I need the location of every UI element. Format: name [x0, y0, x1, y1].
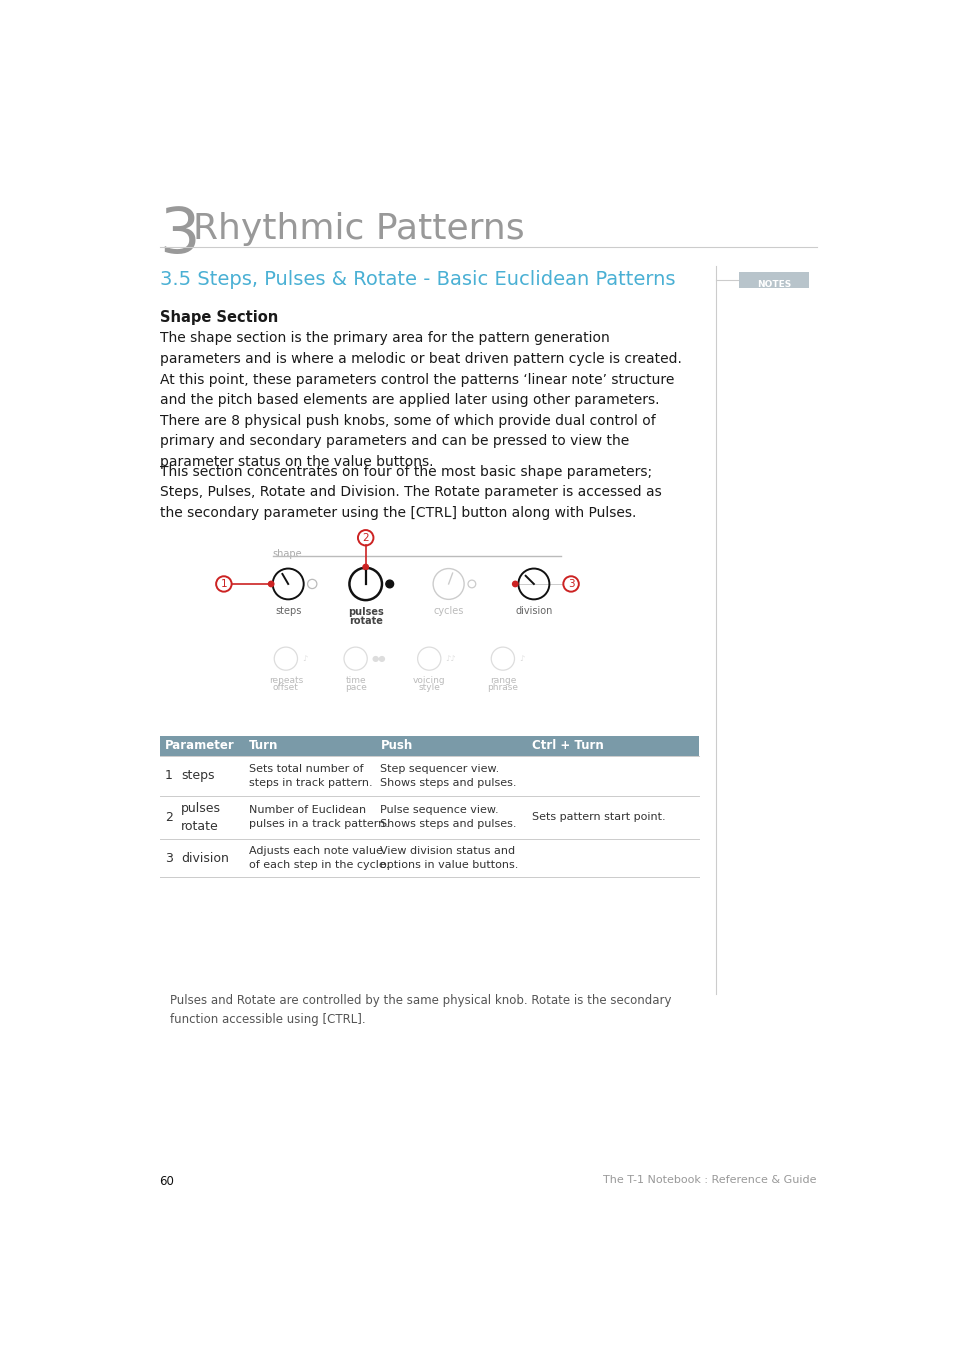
- Text: pace: pace: [344, 683, 366, 693]
- Text: Parameter: Parameter: [165, 740, 234, 752]
- Text: 2: 2: [165, 811, 172, 824]
- Text: 3: 3: [165, 852, 172, 864]
- Text: shape: shape: [273, 548, 302, 559]
- Text: 3: 3: [567, 579, 574, 589]
- Text: pulses
rotate: pulses rotate: [181, 802, 221, 833]
- Text: pulses: pulses: [348, 608, 383, 617]
- Text: The T-1 Notebook : Reference & Guide: The T-1 Notebook : Reference & Guide: [602, 1174, 816, 1184]
- Text: Pulses and Rotate are controlled by the same physical knob. Rotate is the second: Pulses and Rotate are controlled by the …: [170, 994, 670, 1026]
- Text: ♪: ♪: [518, 655, 524, 663]
- Text: 1: 1: [220, 579, 227, 589]
- Text: 1: 1: [165, 769, 172, 782]
- Circle shape: [268, 582, 274, 587]
- Text: steps: steps: [181, 769, 214, 782]
- Text: 3: 3: [159, 204, 200, 266]
- Text: Pulse sequence view.
Shows steps and pulses.: Pulse sequence view. Shows steps and pul…: [380, 805, 517, 829]
- Text: steps: steps: [274, 606, 301, 616]
- Text: division: division: [181, 852, 229, 864]
- Text: Sets total number of
steps in track pattern.: Sets total number of steps in track patt…: [249, 764, 372, 787]
- Text: Push: Push: [380, 740, 413, 752]
- Text: NOTES: NOTES: [757, 279, 790, 289]
- Text: View division status and
options in value buttons.: View division status and options in valu…: [380, 846, 518, 871]
- Text: The shape section is the primary area for the pattern generation
parameters and : The shape section is the primary area fo…: [159, 331, 680, 468]
- Circle shape: [362, 564, 368, 570]
- Text: Step sequencer view.
Shows steps and pulses.: Step sequencer view. Shows steps and pul…: [380, 764, 517, 787]
- Text: range: range: [489, 676, 516, 686]
- Text: cycles: cycles: [433, 606, 463, 616]
- Text: Sets pattern start point.: Sets pattern start point.: [531, 813, 664, 822]
- Text: offset: offset: [273, 683, 298, 693]
- Text: voicing: voicing: [413, 676, 445, 686]
- Text: 2: 2: [362, 533, 369, 543]
- Text: Turn: Turn: [249, 740, 277, 752]
- Text: This section concentrates on four of the most basic shape parameters;
Steps, Pul: This section concentrates on four of the…: [159, 464, 660, 520]
- Text: 3.5 Steps, Pulses & Rotate - Basic Euclidean Patterns: 3.5 Steps, Pulses & Rotate - Basic Eucli…: [159, 270, 675, 289]
- Text: Ctrl + Turn: Ctrl + Turn: [531, 740, 602, 752]
- Text: 60: 60: [159, 1174, 174, 1188]
- Text: Rhythmic Patterns: Rhythmic Patterns: [193, 212, 524, 246]
- Text: Number of Euclidean
pulses in a track pattern.: Number of Euclidean pulses in a track pa…: [249, 805, 388, 829]
- Text: ●●: ●●: [372, 655, 386, 663]
- Text: rotate: rotate: [349, 617, 382, 626]
- Bar: [159, 736, 699, 756]
- Circle shape: [385, 580, 394, 587]
- Text: style: style: [417, 683, 439, 693]
- Text: division: division: [515, 606, 552, 616]
- Text: Shape Section: Shape Section: [159, 310, 277, 325]
- Text: Adjusts each note value
of each step in the cycle.: Adjusts each note value of each step in …: [249, 846, 389, 871]
- Bar: [739, 273, 808, 288]
- Text: phrase: phrase: [487, 683, 517, 693]
- Text: time: time: [345, 676, 366, 686]
- Text: repeats: repeats: [269, 676, 303, 686]
- Text: ♪♪: ♪♪: [445, 655, 456, 663]
- Circle shape: [512, 582, 517, 587]
- Text: ♪: ♪: [302, 655, 307, 663]
